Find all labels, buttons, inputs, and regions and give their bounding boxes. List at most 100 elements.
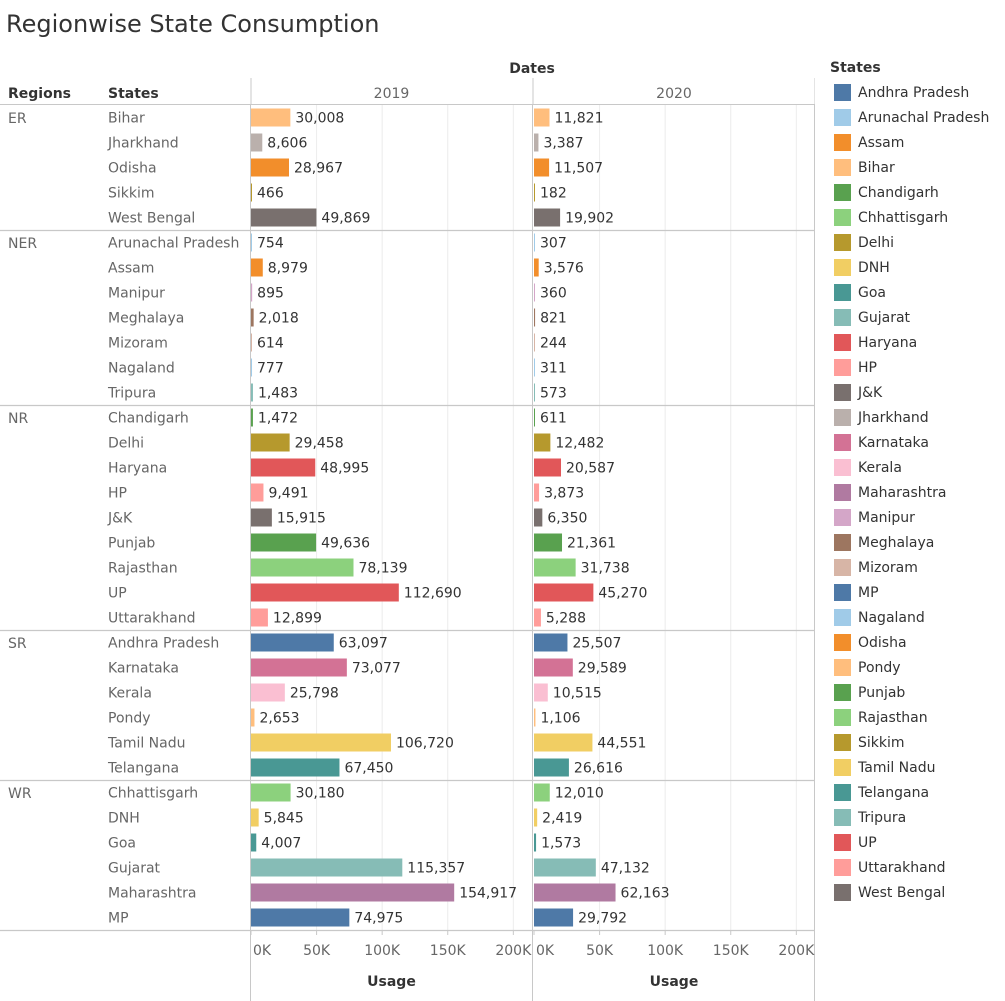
bar[interactable] <box>534 433 551 452</box>
bar[interactable] <box>251 208 317 227</box>
bar[interactable] <box>251 108 291 127</box>
bar[interactable] <box>251 133 263 152</box>
bar[interactable] <box>534 883 616 902</box>
bar[interactable] <box>251 583 399 602</box>
bar[interactable] <box>534 858 596 877</box>
bar[interactable] <box>534 258 539 277</box>
bar[interactable] <box>534 233 535 252</box>
bar[interactable] <box>251 183 252 202</box>
bar[interactable] <box>251 458 316 477</box>
legend-item[interactable]: Manipur <box>830 505 1005 530</box>
data-label: 45,270 <box>598 586 647 602</box>
bar[interactable] <box>251 358 253 377</box>
bar[interactable] <box>534 333 535 352</box>
bar[interactable] <box>534 683 548 702</box>
bar[interactable] <box>534 908 574 927</box>
bar[interactable] <box>251 733 391 752</box>
legend-item[interactable]: Uttarakhand <box>830 855 1005 880</box>
legend-item[interactable]: Maharashtra <box>830 480 1005 505</box>
bar[interactable] <box>534 283 535 302</box>
bar[interactable] <box>251 233 252 252</box>
bar[interactable] <box>251 508 272 527</box>
bar[interactable] <box>534 708 536 727</box>
bar[interactable] <box>534 783 550 802</box>
bar[interactable] <box>534 758 569 777</box>
bar[interactable] <box>251 858 403 877</box>
legend-item[interactable]: Kerala <box>830 455 1005 480</box>
bar[interactable] <box>251 158 289 177</box>
legend-item[interactable]: Assam <box>830 130 1005 155</box>
bar[interactable] <box>251 558 354 577</box>
bar[interactable] <box>251 608 268 627</box>
bar[interactable] <box>534 558 576 577</box>
bar[interactable] <box>251 908 350 927</box>
legend-item[interactable]: Tamil Nadu <box>830 755 1005 780</box>
bar[interactable] <box>534 483 540 502</box>
bar[interactable] <box>251 708 255 727</box>
bar[interactable] <box>534 533 563 552</box>
legend-item[interactable]: Haryana <box>830 330 1005 355</box>
legend-item[interactable]: Sikkim <box>830 730 1005 755</box>
bar[interactable] <box>534 408 535 427</box>
legend-item[interactable]: MP <box>830 580 1005 605</box>
bar[interactable] <box>251 683 285 702</box>
bar[interactable] <box>534 108 550 127</box>
legend-item[interactable]: Mizoram <box>830 555 1005 580</box>
bar[interactable] <box>534 358 535 377</box>
bar[interactable] <box>534 633 568 652</box>
bar[interactable] <box>251 258 263 277</box>
legend-item[interactable]: Gujarat <box>830 305 1005 330</box>
bar[interactable] <box>251 533 317 552</box>
bar[interactable] <box>534 158 550 177</box>
bar[interactable] <box>534 383 535 402</box>
bar[interactable] <box>251 383 253 402</box>
legend-item[interactable]: Punjab <box>830 680 1005 705</box>
legend-item[interactable]: West Bengal <box>830 880 1005 905</box>
legend-item[interactable]: J&K <box>830 380 1005 405</box>
legend-item[interactable]: Pondy <box>830 655 1005 680</box>
legend-item[interactable]: Bihar <box>830 155 1005 180</box>
bar[interactable] <box>534 208 561 227</box>
bar[interactable] <box>534 733 593 752</box>
bar[interactable] <box>251 833 257 852</box>
legend-item[interactable]: Tripura <box>830 805 1005 830</box>
legend-item[interactable]: Andhra Pradesh <box>830 80 1005 105</box>
bar[interactable] <box>251 783 291 802</box>
bar[interactable] <box>534 808 538 827</box>
legend-item[interactable]: UP <box>830 830 1005 855</box>
legend-item[interactable]: Telangana <box>830 780 1005 805</box>
bar[interactable] <box>251 883 455 902</box>
bar[interactable] <box>251 333 252 352</box>
bar[interactable] <box>534 133 539 152</box>
legend-item[interactable]: Meghalaya <box>830 530 1005 555</box>
bar[interactable] <box>534 583 594 602</box>
legend-item[interactable]: Jharkhand <box>830 405 1005 430</box>
legend-item[interactable]: Goa <box>830 280 1005 305</box>
bar[interactable] <box>534 833 537 852</box>
bar[interactable] <box>251 408 253 427</box>
bar[interactable] <box>534 308 536 327</box>
legend-item[interactable]: Chhattisgarh <box>830 205 1005 230</box>
legend-item[interactable]: Arunachal Pradesh <box>830 105 1005 130</box>
bar[interactable] <box>534 458 562 477</box>
bar[interactable] <box>534 183 535 202</box>
bar[interactable] <box>251 808 259 827</box>
bar[interactable] <box>251 433 290 452</box>
legend-item[interactable]: Chandigarh <box>830 180 1005 205</box>
legend-item[interactable]: Rajasthan <box>830 705 1005 730</box>
bar[interactable] <box>251 283 253 302</box>
bar[interactable] <box>534 658 573 677</box>
bar[interactable] <box>251 758 340 777</box>
legend-item[interactable]: Delhi <box>830 230 1005 255</box>
bar[interactable] <box>534 508 543 527</box>
bar[interactable] <box>251 658 347 677</box>
legend-item[interactable]: DNH <box>830 255 1005 280</box>
bar[interactable] <box>251 483 264 502</box>
bar[interactable] <box>251 308 254 327</box>
legend-item[interactable]: HP <box>830 355 1005 380</box>
legend-item[interactable]: Karnataka <box>830 430 1005 455</box>
legend-item[interactable]: Odisha <box>830 630 1005 655</box>
bar[interactable] <box>534 608 541 627</box>
legend-item[interactable]: Nagaland <box>830 605 1005 630</box>
bar[interactable] <box>251 633 334 652</box>
